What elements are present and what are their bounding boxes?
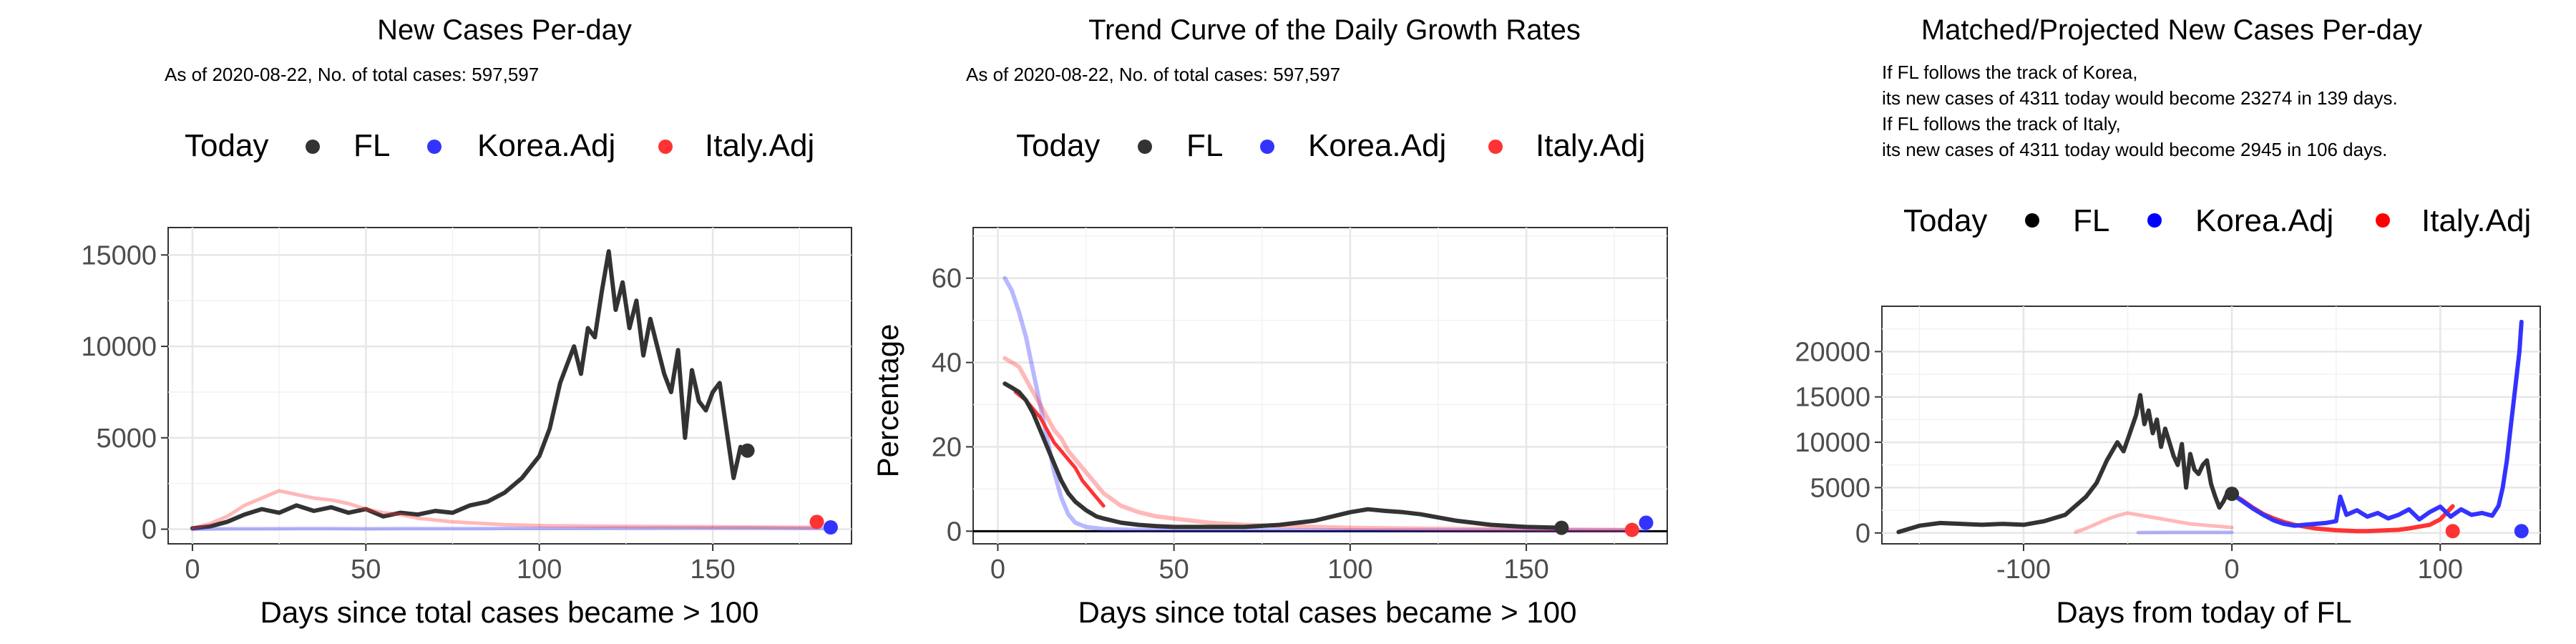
plot-area: 0 50 100 150 0 20 40 60: [932, 227, 1668, 585]
y-tick-label: 20: [932, 432, 962, 462]
x-axis-label: Days since total cases became > 100: [260, 595, 759, 629]
x-tick-label: 0: [185, 555, 200, 585]
legend-key-fl: [1138, 140, 1152, 154]
legend-label-fl: FL: [353, 128, 390, 163]
today-point-fl: [1554, 520, 1569, 535]
legend-key-korea: [2147, 213, 2162, 228]
x-tick-label: 100: [2418, 555, 2463, 585]
series-fl: [190, 249, 750, 531]
legend-key-fl: [306, 140, 320, 154]
legend-label-korea: Korea.Adj: [477, 128, 615, 163]
chart-title: Matched/Projected New Cases Per-day: [1921, 14, 2422, 46]
y-tick-label: 10000: [1795, 428, 1870, 458]
series-korea-adj: [190, 526, 833, 532]
legend: Today FL Korea.Adj Italy.Adj: [185, 128, 814, 163]
plot-panel: [972, 227, 1668, 545]
legend: Today FL Korea.Adj Italy.Adj: [1903, 203, 2531, 238]
y-tick-label: 15000: [81, 240, 157, 270]
legend-key-fl: [2025, 213, 2039, 228]
panel-growth-rates: Trend Curve of the Daily Growth Rates As…: [871, 14, 1668, 629]
y-tick-label: 5000: [1810, 473, 1870, 503]
y-tick-label: 40: [932, 348, 962, 379]
x-tick-label: -100: [1996, 555, 2051, 585]
today-point-italy-adj: [809, 514, 824, 530]
annotation-line: If FL follows the track of Italy,: [1882, 113, 2121, 135]
x-tick-label: 0: [2225, 555, 2240, 585]
chart-subtitle: As of 2020-08-22, No. of total cases: 59…: [966, 64, 1340, 85]
x-axis-label: Days from today of FL: [2056, 595, 2351, 629]
chart-subtitle: As of 2020-08-22, No. of total cases: 59…: [165, 64, 539, 85]
legend: Today FL Korea.Adj Italy.Adj: [1016, 128, 1645, 163]
legend-title: Today: [1016, 128, 1100, 163]
annotation-line: its new cases of 4311 today would become…: [1882, 139, 2387, 160]
legend-key-italy: [1488, 140, 1503, 154]
y-tick-label: 0: [142, 515, 157, 545]
y-tick-label: 0: [1855, 519, 1870, 549]
x-tick-label: 50: [1159, 555, 1189, 585]
legend-label-italy: Italy.Adj: [1536, 128, 1645, 163]
series-italy-adj: [190, 489, 819, 530]
panel-new-cases: New Cases Per-day As of 2020-08-22, No. …: [81, 14, 852, 629]
series-italy-adj-history: [2074, 511, 2234, 534]
legend-key-italy: [2376, 213, 2390, 228]
y-tick-label: 20000: [1795, 337, 1870, 367]
series-korea-adj: [1002, 275, 1649, 533]
legend-label-korea: Korea.Adj: [1308, 128, 1446, 163]
legend-key-italy: [658, 140, 673, 154]
today-point-fl: [2225, 487, 2240, 502]
today-point-fl: [740, 443, 755, 458]
today-point-korea-adj: [2514, 524, 2529, 539]
plot-area: -100 0 100 0 5000 10000 15000 20000: [1795, 306, 2541, 585]
x-tick-label: 0: [990, 555, 1005, 585]
legend-label-fl: FL: [1186, 128, 1223, 163]
annotation-line: If FL follows the track of Korea,: [1882, 62, 2137, 83]
plot-panel: [167, 227, 852, 545]
chart-title: Trend Curve of the Daily Growth Rates: [1088, 14, 1581, 46]
legend-key-korea: [1260, 140, 1274, 154]
legend-label-italy: Italy.Adj: [2421, 203, 2531, 238]
legend-label-fl: FL: [2073, 203, 2109, 238]
y-axis-label: Percentage: [871, 324, 904, 478]
x-tick-label: 100: [517, 555, 562, 585]
today-point-korea-adj: [823, 520, 838, 535]
x-tick-label: 100: [1327, 555, 1372, 585]
legend-key-korea: [427, 140, 441, 154]
legend-label-italy: Italy.Adj: [705, 128, 814, 163]
annotation: If FL follows the track of Korea, its ne…: [1882, 62, 2398, 160]
legend-label-korea: Korea.Adj: [2195, 203, 2333, 238]
today-point-italy-adj: [1624, 522, 1639, 537]
y-tick-label: 10000: [81, 332, 157, 362]
panel-projected: Matched/Projected New Cases Per-day If F…: [1795, 14, 2541, 629]
today-point-italy-adj: [2445, 524, 2460, 539]
series-fl: [1002, 381, 1564, 530]
series-fl: [1896, 393, 2235, 535]
x-tick-label: 50: [351, 555, 381, 585]
x-axis-label: Days since total cases became > 100: [1078, 595, 1577, 629]
annotation-line: its new cases of 4311 today would become…: [1882, 87, 2398, 109]
today-point-korea-adj: [1639, 515, 1654, 530]
series-korea-adj-projected: [2230, 319, 2524, 528]
x-tick-label: 150: [690, 555, 735, 585]
chart-title: New Cases Per-day: [377, 14, 632, 46]
plot-panel: [1881, 306, 2541, 545]
y-tick-label: 0: [947, 517, 962, 547]
plot-area: 0 50 100 150 0 5000 10000 15000: [81, 227, 852, 585]
y-tick-label: 5000: [96, 424, 157, 454]
y-tick-label: 60: [932, 264, 962, 294]
series-italy-adj: [1002, 356, 1634, 532]
legend-title: Today: [185, 128, 268, 163]
legend-title: Today: [1903, 203, 1987, 238]
x-tick-label: 150: [1503, 555, 1548, 585]
y-tick-label: 15000: [1795, 383, 1870, 413]
